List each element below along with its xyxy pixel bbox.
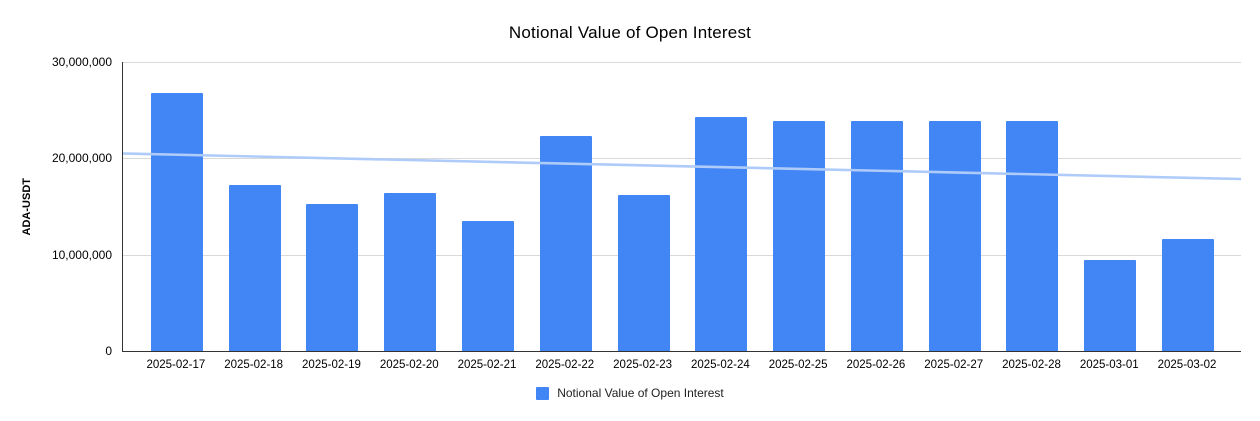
bar [1084,260,1137,351]
x-tick-label: 2025-03-02 [1157,359,1217,371]
x-tick-label: 2025-02-20 [379,359,439,371]
x-axis-labels: 2025-02-17 2025-02-18 2025-02-19 2025-02-20… [122,359,1240,371]
x-tick-label: 2025-02-21 [457,359,517,371]
bar [462,220,515,351]
bar [384,193,437,351]
x-tick-label: 2025-02-17 [146,359,206,371]
chart-title: Notional Value of Open Interest [508,23,752,42]
x-tick-label: 2025-03-01 [1079,359,1139,371]
bar [1162,239,1215,351]
x-tick-label: 2025-02-23 [613,359,672,371]
x-tick-label: 2025-02-27 [924,359,984,371]
bars [123,62,1241,351]
bar-slot [371,62,449,351]
bar-slot [216,62,294,351]
gridline [123,62,1241,63]
y-tick-label: 20,000,000 [51,151,112,166]
plot-area [122,62,1242,352]
bar-slot [294,62,372,351]
bar [850,120,903,351]
legend-swatch [536,386,550,400]
bar-slot [138,62,216,351]
y-tick-label: 0 [105,344,112,358]
x-tick-label: 2025-02-28 [1002,359,1061,371]
bar-slot [605,62,683,351]
bar [150,92,203,351]
bar-slot [916,62,994,351]
x-tick-label: 2025-02-24 [690,359,750,371]
bar [695,116,748,351]
y-tick-label: 30,000,000 [51,55,112,69]
y-tick-label: 10,000,000 [51,247,112,262]
bar [1006,120,1059,351]
bar [928,120,981,351]
y-axis-title: ADA-USDT [20,177,33,236]
bar [306,203,359,351]
x-tick-label: 2025-02-26 [846,359,906,371]
bar [228,185,281,351]
x-tick-label: 2025-02-22 [535,359,595,371]
bar-slot [449,62,527,351]
bar-slot [682,62,760,351]
x-tick-label: 2025-02-25 [768,359,828,371]
bar [539,136,592,351]
legend: Notional Value of Open Interest [0,386,1260,400]
bar-slot [527,62,605,351]
y-axis-ticks: 30,000,000 20,000,000 10,000,000 0 [36,55,112,358]
x-tick-label: 2025-02-18 [224,359,284,371]
bar-slot [1149,62,1227,351]
bar [773,120,826,351]
legend-label: Notional Value of Open Interest [557,386,724,400]
bar-slot [838,62,916,351]
bar [617,194,670,351]
bar-slot [760,62,838,351]
gridline [123,254,1241,256]
bar-slot [1071,62,1149,351]
bar-slot [994,62,1072,351]
x-tick-label: 2025-02-19 [302,359,361,371]
